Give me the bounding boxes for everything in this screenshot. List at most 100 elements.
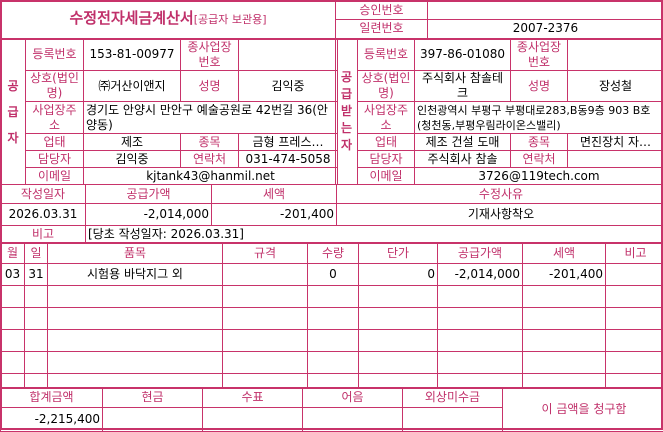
item-cell xyxy=(25,351,48,373)
cash-header: 현금 xyxy=(103,388,203,407)
item-cell xyxy=(1,329,25,351)
item-cell xyxy=(48,307,223,329)
supplier-address: 경기도 안양시 만안구 예술공원로 42번길 36(안양동) xyxy=(84,102,338,134)
item-cell xyxy=(25,373,48,387)
item-cell xyxy=(223,373,308,387)
item-cell xyxy=(223,307,308,329)
item-col-header: 수량 xyxy=(308,243,359,263)
issue-date: 2026.03.31 xyxy=(1,204,86,226)
credit-amount xyxy=(403,407,503,431)
item-cell xyxy=(359,373,438,387)
item-cell xyxy=(25,307,48,329)
contact-label: 연락처 xyxy=(181,151,239,168)
item-cell xyxy=(48,351,223,373)
supply-amount: -2,014,000 xyxy=(86,204,212,226)
item-cell xyxy=(308,307,359,329)
check-header: 수표 xyxy=(203,388,303,407)
item-col-header: 세액 xyxy=(523,243,606,263)
item-cell xyxy=(359,307,438,329)
receiver-biz-type: 제조 건설 도매 xyxy=(415,134,511,151)
item-cell xyxy=(48,329,223,351)
sub-no-label: 종사업장번호 xyxy=(181,39,239,71)
item-cell: 31 xyxy=(25,263,48,285)
serial-label: 일련번호 xyxy=(336,20,428,39)
item-cell xyxy=(438,329,523,351)
biz-type-label: 업태 xyxy=(358,134,415,151)
total-amount: -2,215,400 xyxy=(1,407,103,431)
item-label: 종목 xyxy=(511,134,568,151)
item-cell xyxy=(1,351,25,373)
sub-no-label: 종사업장번호 xyxy=(511,39,568,71)
item-row xyxy=(1,329,663,351)
item-cell xyxy=(359,329,438,351)
item-cell xyxy=(606,285,663,307)
item-row xyxy=(1,307,663,329)
item-cell xyxy=(25,329,48,351)
receiver-sub-no xyxy=(568,39,663,71)
item-cell xyxy=(308,373,359,387)
supplier-reg-no: 153-81-00977 xyxy=(84,39,181,71)
supplier-name: ㈜거산이앤지 xyxy=(84,71,181,102)
note-value: [당초 작성일자: 2026.03.31] xyxy=(86,226,663,244)
manager-label: 담당자 xyxy=(358,151,415,168)
item-cell xyxy=(438,307,523,329)
item-cell xyxy=(438,285,523,307)
item-col-header: 규격 xyxy=(223,243,308,263)
supply-header: 공급가액 xyxy=(86,185,212,204)
item-cell xyxy=(523,285,606,307)
ceo-label: 성명 xyxy=(181,71,239,102)
item-cell xyxy=(25,285,48,307)
receiver-email: 3726@119tech.com xyxy=(415,168,663,185)
serial-value: 2007-2376 xyxy=(428,20,663,39)
item-cell xyxy=(223,351,308,373)
item-cell xyxy=(523,307,606,329)
item-col-header: 비고 xyxy=(606,243,663,263)
name-label: 상호(법인명) xyxy=(26,71,84,102)
note-bill-header: 어음 xyxy=(303,388,403,407)
contact-label: 연락처 xyxy=(511,151,568,168)
receiver-ceo: 장성철 xyxy=(568,71,663,102)
item-cell xyxy=(523,351,606,373)
item-cell xyxy=(606,307,663,329)
reg-no-label: 등록번호 xyxy=(26,39,84,71)
item-cell xyxy=(359,351,438,373)
claim-text: 이 금액을 청구함 xyxy=(503,388,663,431)
item-row xyxy=(1,351,663,373)
supplier-ceo: 김익중 xyxy=(239,71,338,102)
addr-label: 사업장주소 xyxy=(26,102,84,134)
email-label: 이메일 xyxy=(26,168,84,185)
receiver-reg-no: 397-86-01080 xyxy=(415,39,511,71)
item-cell xyxy=(223,263,308,285)
item-row xyxy=(1,373,663,387)
total-header: 합계금액 xyxy=(1,388,103,407)
supplier-email: kjtank43@hanmil.net xyxy=(84,168,338,185)
email-label: 이메일 xyxy=(358,168,415,185)
reason-header: 수정사유 xyxy=(337,185,663,204)
item-col-header: 단가 xyxy=(359,243,438,263)
item-cell xyxy=(606,351,663,373)
receiver-item: 면진장치 자… xyxy=(568,134,663,151)
receiver-address: 인천광역시 부평구 부평대로283,B동9층 903 B호(청천동,부평우림라이… xyxy=(415,102,663,134)
receiver-manager: 주식회사 참솔 xyxy=(415,151,511,168)
item-cell xyxy=(523,373,606,387)
item-cell xyxy=(223,329,308,351)
addr-label: 사업장주소 xyxy=(358,102,415,134)
item-cell xyxy=(359,285,438,307)
document-title: 수정전자세금계산서[공급자 보관용] xyxy=(1,1,336,39)
tax-header: 세액 xyxy=(212,185,337,204)
supplier-contact: 031-474-5058 xyxy=(239,151,338,168)
receiver-contact xyxy=(568,151,663,168)
biz-type-label: 업태 xyxy=(26,134,84,151)
item-col-header: 품목 xyxy=(48,243,223,263)
supplier-sub-no xyxy=(239,39,338,71)
note-bill-amount xyxy=(303,407,403,431)
header-table: 수정전자세금계산서[공급자 보관용] 승인번호 일련번호 2007-2376 xyxy=(0,0,663,40)
item-cell: 0 xyxy=(359,263,438,285)
item-cell: -201,400 xyxy=(523,263,606,285)
item-col-header: 공급가액 xyxy=(438,243,523,263)
